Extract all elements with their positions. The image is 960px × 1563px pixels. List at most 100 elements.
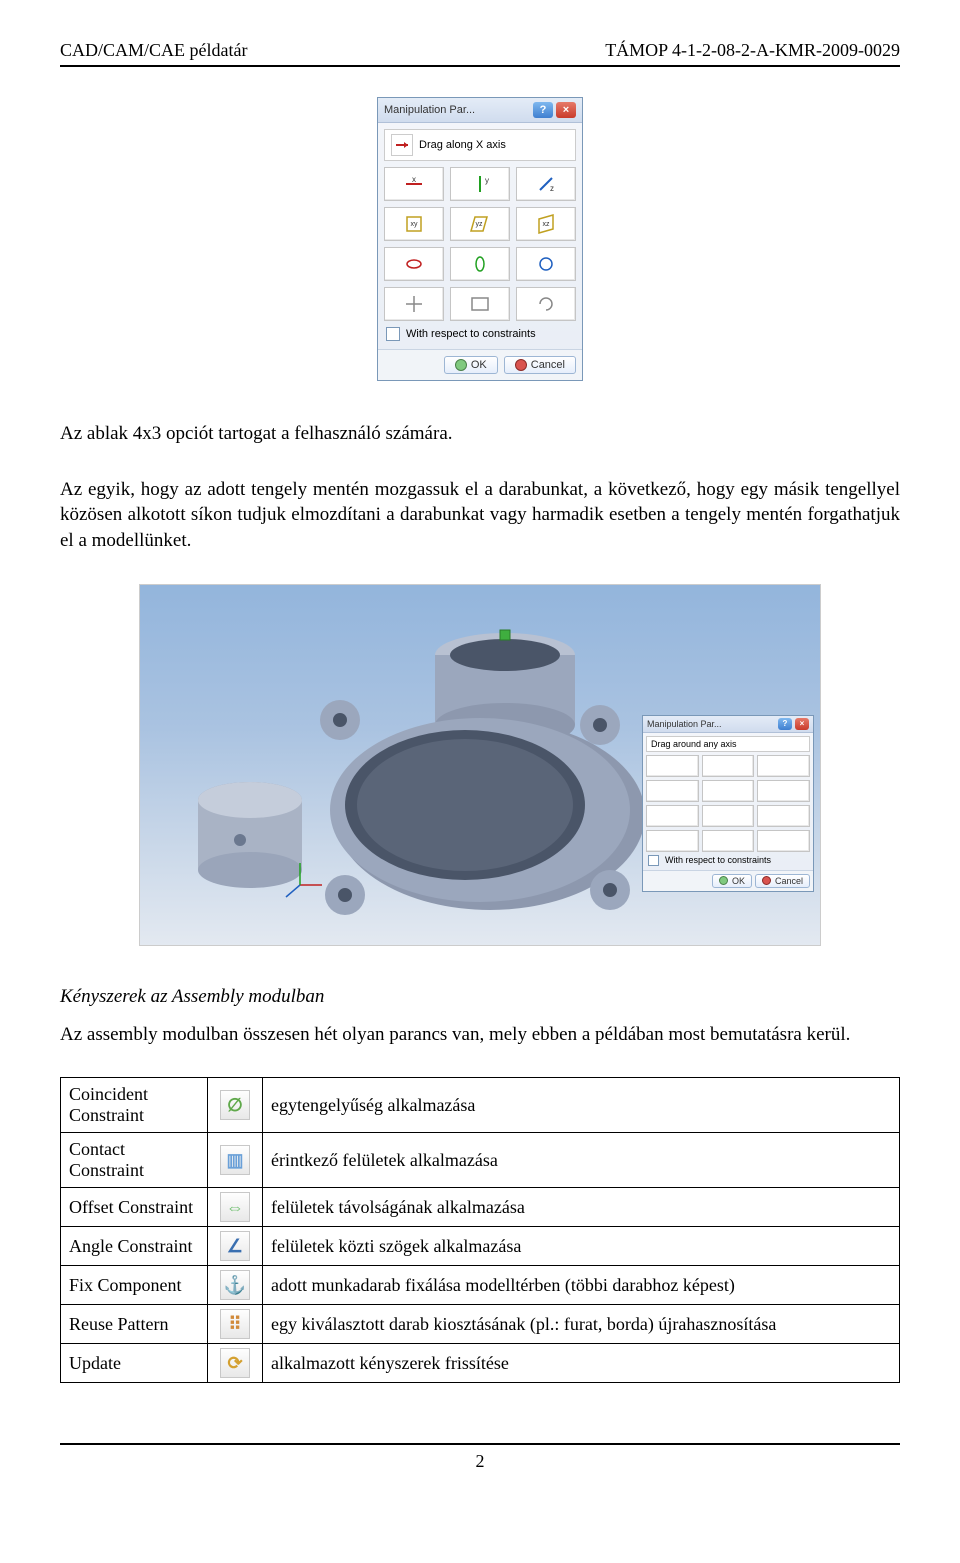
- page-header: CAD/CAM/CAE példatár TÁMOP 4-1-2-08-2-A-…: [60, 40, 900, 61]
- mini-opt-9[interactable]: [757, 805, 810, 827]
- mini-option-grid: [646, 755, 810, 852]
- mini-cancel-button[interactable]: Cancel: [755, 874, 810, 888]
- svg-text:x: x: [412, 175, 416, 184]
- checkbox-icon[interactable]: [386, 327, 400, 341]
- page-number: 2: [60, 1451, 900, 1472]
- manipulation-dialog-small: Manipulation Par... ? × Drag around any …: [642, 715, 814, 892]
- command-icon: ⟳: [220, 1348, 250, 1378]
- command-icon-cell: ∅: [208, 1078, 263, 1133]
- hint-text: Drag along X axis: [419, 139, 506, 151]
- cad-figure: Manipulation Par... ? × Drag around any …: [139, 584, 821, 946]
- paragraph-1: Az ablak 4x3 opciót tartogat a felhaszná…: [60, 421, 900, 447]
- drag-any-axis-button[interactable]: [384, 287, 444, 321]
- command-icon: ⇔: [220, 1192, 250, 1222]
- command-name: Coincident Constraint: [61, 1078, 208, 1133]
- mini-opt-11[interactable]: [702, 830, 755, 852]
- drag-y-button[interactable]: y: [450, 167, 510, 201]
- paragraph-3: Az assembly modulban összesen hét olyan …: [60, 1022, 900, 1048]
- drag-any-plane-button[interactable]: [450, 287, 510, 321]
- drag-yz-button[interactable]: yz: [450, 207, 510, 241]
- command-icon: ⠿: [220, 1309, 250, 1339]
- command-icon-cell: ∠: [208, 1227, 263, 1266]
- command-icon: ⚓: [220, 1270, 250, 1300]
- command-icon-cell: ▥: [208, 1133, 263, 1188]
- drag-xy-button[interactable]: xy: [384, 207, 444, 241]
- help-button[interactable]: ?: [533, 102, 553, 118]
- mini-opt-8[interactable]: [702, 805, 755, 827]
- command-description: egytengelyűség alkalmazása: [263, 1078, 900, 1133]
- table-row: Contact Constraint▥érintkező felületek a…: [61, 1133, 900, 1188]
- command-name: Offset Constraint: [61, 1188, 208, 1227]
- table-row: Reuse Pattern ⠿ egy kiválasztott darab kio…: [61, 1305, 900, 1344]
- command-icon: ∠: [220, 1231, 250, 1261]
- checkbox-label: With respect to constraints: [406, 328, 536, 340]
- mini-cancel-icon: [762, 876, 771, 885]
- command-icon-cell: ⚓: [208, 1266, 263, 1305]
- mini-opt-12[interactable]: [757, 830, 810, 852]
- header-rule: [60, 65, 900, 67]
- command-icon-cell: ⇔: [208, 1188, 263, 1227]
- mini-help-button[interactable]: ?: [778, 718, 792, 730]
- section-title: Kényszerek az Assembly modulban: [60, 986, 900, 1008]
- command-description: felületek közti szögek alkalmazása: [263, 1227, 900, 1266]
- x-axis-icon: [391, 134, 413, 156]
- option-grid: x y z xy yz xz: [384, 167, 576, 321]
- mini-dialog-titlebar[interactable]: Manipulation Par... ? ×: [643, 716, 813, 733]
- mini-opt-6[interactable]: [757, 780, 810, 802]
- drag-x-button[interactable]: x: [384, 167, 444, 201]
- mini-ok-button[interactable]: OK: [712, 874, 752, 888]
- mini-checkbox-label: With respect to constraints: [665, 855, 771, 865]
- mini-close-button[interactable]: ×: [795, 718, 809, 730]
- footer-rule: [60, 1443, 900, 1445]
- ok-button[interactable]: OK: [444, 356, 498, 374]
- svg-text:xy: xy: [411, 221, 419, 228]
- table-row: Fix Component ⚓ adott munkadarab fixálása …: [61, 1266, 900, 1305]
- mini-opt-3[interactable]: [757, 755, 810, 777]
- command-name: Contact Constraint: [61, 1133, 208, 1188]
- rotate-y-button[interactable]: [450, 247, 510, 281]
- dialog-title: Manipulation Par...: [384, 104, 475, 116]
- command-name: Reuse Pattern: [61, 1305, 208, 1344]
- cancel-button[interactable]: Cancel: [504, 356, 576, 374]
- mini-hint-row: Drag around any axis: [646, 736, 810, 752]
- mini-opt-1[interactable]: [646, 755, 699, 777]
- table-row: Update ⟳ alkalmazott kényszerek frissítése: [61, 1344, 900, 1383]
- command-icon-cell: ⠿: [208, 1305, 263, 1344]
- rotate-x-button[interactable]: [384, 247, 444, 281]
- dialog-titlebar[interactable]: Manipulation Par... ? ×: [378, 98, 582, 123]
- manipulation-dialog: Manipulation Par... ? × Drag along X axi…: [377, 97, 583, 381]
- mini-ok-icon: [719, 876, 728, 885]
- commands-table: Coincident Constraint ∅ egytengelyűség alk…: [60, 1077, 900, 1383]
- table-row: Coincident Constraint ∅ egytengelyűség alk…: [61, 1078, 900, 1133]
- rotate-any-button[interactable]: [516, 287, 576, 321]
- mini-opt-5[interactable]: [702, 780, 755, 802]
- command-description: felületek távolságának alkalmazása: [263, 1188, 900, 1227]
- mini-opt-4[interactable]: [646, 780, 699, 802]
- command-description: adott munkadarab fixálása modelltérben (…: [263, 1266, 900, 1305]
- svg-text:xz: xz: [543, 221, 551, 228]
- mini-opt-2[interactable]: [702, 755, 755, 777]
- command-name: Fix Component: [61, 1266, 208, 1305]
- hint-row: Drag along X axis: [384, 129, 576, 161]
- rotate-z-button[interactable]: [516, 247, 576, 281]
- svg-text:y: y: [485, 176, 489, 185]
- command-icon: ∅: [220, 1090, 250, 1120]
- command-name: Update: [61, 1344, 208, 1383]
- ok-icon: [455, 359, 467, 371]
- command-description: alkalmazott kényszerek frissítése: [263, 1344, 900, 1383]
- drag-xz-button[interactable]: xz: [516, 207, 576, 241]
- mini-opt-10[interactable]: [646, 830, 699, 852]
- constraints-checkbox-row[interactable]: With respect to constraints: [386, 327, 574, 341]
- command-description: egy kiválasztott darab kiosztásának (pl.…: [263, 1305, 900, 1344]
- paragraph-2: Az egyik, hogy az adott tengely mentén m…: [60, 477, 900, 554]
- table-row: Angle Constraint∠felületek közti szögek …: [61, 1227, 900, 1266]
- close-button[interactable]: ×: [556, 102, 576, 118]
- mini-checkbox-row[interactable]: With respect to constraints: [648, 855, 808, 866]
- drag-z-button[interactable]: z: [516, 167, 576, 201]
- mini-opt-7[interactable]: [646, 805, 699, 827]
- mini-hint-text: Drag around any axis: [651, 739, 737, 749]
- svg-text:yz: yz: [476, 221, 484, 228]
- command-icon-cell: ⟳: [208, 1344, 263, 1383]
- command-icon: ▥: [220, 1145, 250, 1175]
- mini-checkbox-icon[interactable]: [648, 855, 659, 866]
